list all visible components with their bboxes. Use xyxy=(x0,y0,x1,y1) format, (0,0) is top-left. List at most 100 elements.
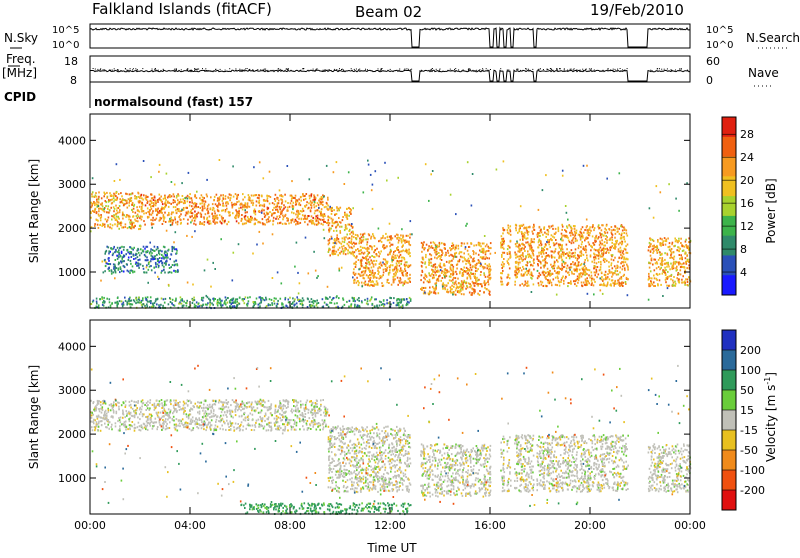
echo-cell xyxy=(648,262,650,264)
echo-cell xyxy=(150,302,152,304)
echo-cell xyxy=(236,201,238,203)
echo-cell xyxy=(599,284,601,286)
echo-cell xyxy=(340,207,342,209)
echo-cell xyxy=(104,211,106,213)
nave-dot xyxy=(378,68,379,69)
echo-cell xyxy=(336,302,338,304)
echo-cell xyxy=(180,296,182,298)
echo-cell xyxy=(616,227,618,229)
echo-cell xyxy=(383,299,385,301)
echo-cell xyxy=(539,232,541,234)
echo-cell xyxy=(554,261,556,263)
echo-cell xyxy=(120,266,122,268)
echo-cell xyxy=(259,161,261,163)
nave-tick-0: 0 xyxy=(706,74,713,87)
echo-cell xyxy=(197,306,199,308)
echo-cell xyxy=(503,258,505,260)
echo-cell xyxy=(118,253,120,255)
echo-cell xyxy=(150,265,152,267)
echo-cell xyxy=(653,248,655,250)
echo-cell xyxy=(400,234,402,236)
echo-cell xyxy=(600,263,602,265)
echo-cell xyxy=(304,221,306,223)
echo-cell xyxy=(387,236,389,238)
echo-cell xyxy=(410,220,412,222)
echo-cell xyxy=(475,252,477,254)
echo-cell xyxy=(394,255,396,257)
nave-dot xyxy=(613,70,614,71)
echo-cell xyxy=(423,281,425,283)
echo-cell xyxy=(425,266,427,268)
echo-cell xyxy=(481,285,483,287)
nave-dot xyxy=(158,70,159,71)
echo-cell xyxy=(666,253,668,255)
echo-cell xyxy=(617,261,619,263)
echo-cell xyxy=(256,194,258,196)
echo-cell xyxy=(404,242,406,244)
echo-cell xyxy=(147,250,149,252)
echo-cell xyxy=(612,239,614,241)
nave-dot xyxy=(315,70,316,71)
echo-cell xyxy=(619,233,621,235)
echo-cell xyxy=(238,212,240,214)
echo-cell xyxy=(479,294,481,296)
echo-cell xyxy=(589,244,591,246)
echo-cell xyxy=(429,262,431,264)
echo-cell xyxy=(321,198,323,200)
echo-cell xyxy=(434,289,436,291)
echo-cell xyxy=(558,271,560,273)
echo-cell xyxy=(465,288,467,290)
echo-cell xyxy=(131,200,133,202)
nave-dot xyxy=(610,69,611,70)
echo-cell xyxy=(558,251,560,253)
echo-cell xyxy=(362,247,364,249)
echo-cell xyxy=(582,269,584,271)
echo-cell xyxy=(368,248,370,250)
echo-cell xyxy=(477,285,479,287)
echo-cell xyxy=(619,271,621,273)
echo-cell xyxy=(214,213,216,215)
echo-cell xyxy=(303,199,305,201)
nave-dot xyxy=(665,70,666,71)
echo-cell xyxy=(150,251,152,253)
echo-cell xyxy=(167,201,169,203)
nave-dot xyxy=(367,69,368,70)
echo-cell xyxy=(557,261,559,263)
echo-cell xyxy=(396,262,398,264)
echo-cell xyxy=(528,270,530,272)
echo-cell xyxy=(109,192,111,194)
echo-cell xyxy=(485,276,487,278)
echo-cell xyxy=(408,241,410,243)
echo-cell xyxy=(381,264,383,266)
echo-cell xyxy=(158,261,160,263)
echo-cell xyxy=(543,266,545,268)
echo-cell xyxy=(232,165,234,167)
echo-cell xyxy=(561,233,563,235)
echo-cell xyxy=(667,262,669,264)
echo-cell xyxy=(341,243,343,245)
echo-cell xyxy=(159,194,161,196)
echo-cell xyxy=(257,197,259,199)
echo-cell xyxy=(369,300,371,302)
echo-cell xyxy=(502,232,504,234)
echo-cell xyxy=(337,210,339,212)
echo-cell xyxy=(169,267,171,269)
echo-cell xyxy=(125,193,127,195)
echo-cell xyxy=(283,204,285,206)
echo-cell xyxy=(485,263,487,265)
echo-cell xyxy=(279,189,281,191)
echo-cell xyxy=(153,205,155,207)
echo-cell xyxy=(539,272,541,274)
echo-cell xyxy=(625,283,627,285)
echo-cell xyxy=(141,197,143,199)
echo-cell xyxy=(238,201,240,203)
echo-cell xyxy=(112,195,114,197)
nave-dot xyxy=(117,70,118,71)
echo-cell xyxy=(207,212,209,214)
echo-cell xyxy=(581,234,583,236)
echo-cell xyxy=(547,239,549,241)
echo-cell xyxy=(348,215,350,217)
echo-cell xyxy=(222,202,224,204)
echo-cell xyxy=(444,247,446,249)
echo-cell xyxy=(163,269,165,271)
